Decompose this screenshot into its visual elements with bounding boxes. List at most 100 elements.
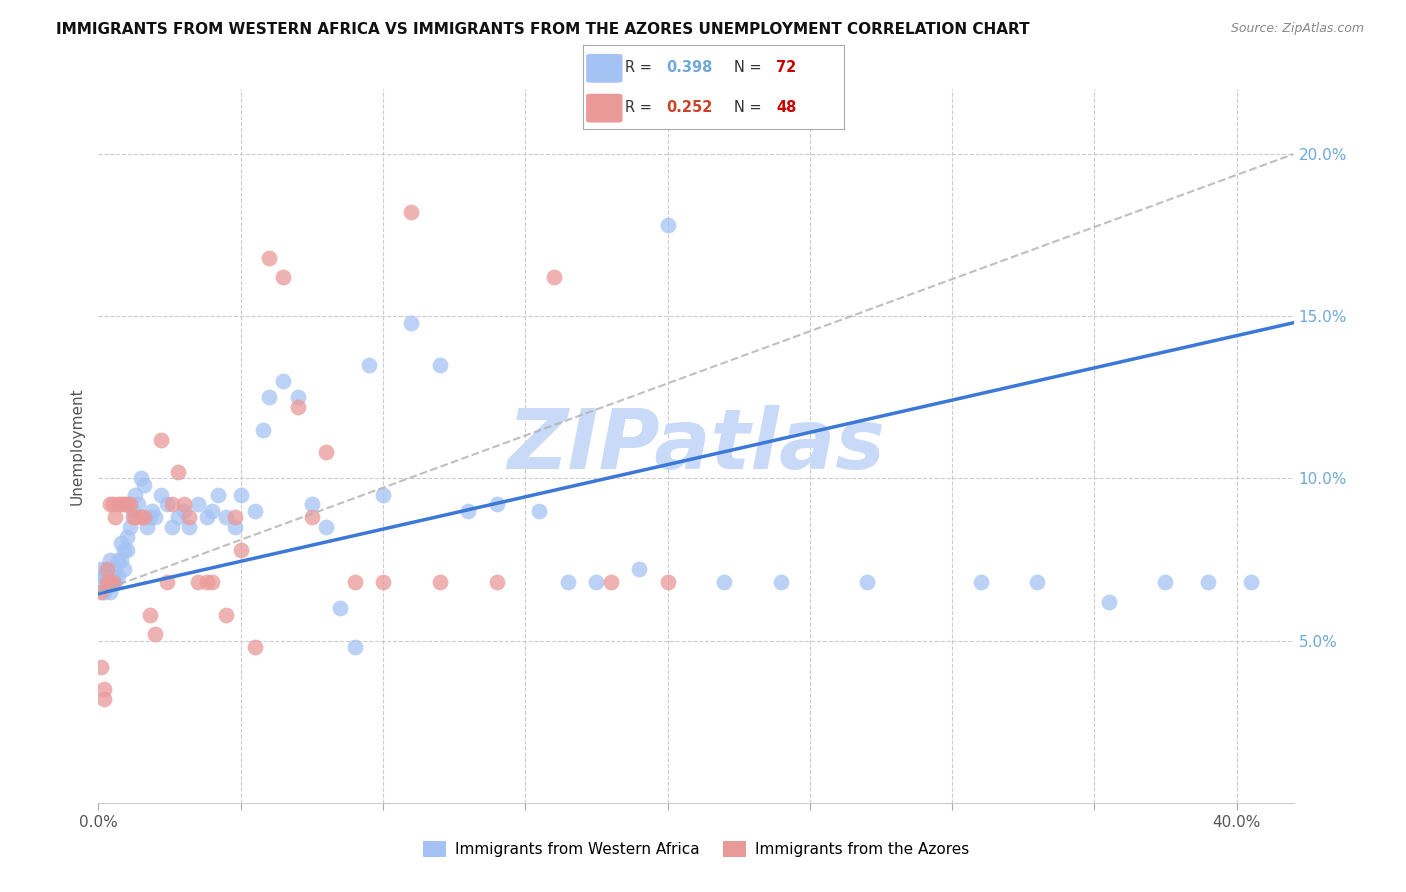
Point — [969, 575, 991, 590]
Point — [167, 510, 190, 524]
Point — [107, 497, 129, 511]
Point — [132, 478, 155, 492]
Point — [343, 575, 366, 590]
Point — [429, 358, 451, 372]
Point — [329, 601, 352, 615]
Point — [162, 520, 184, 534]
Point — [96, 562, 118, 576]
Point — [371, 575, 394, 590]
Point — [585, 575, 607, 590]
Point — [1026, 575, 1049, 590]
Point — [93, 585, 115, 599]
Point — [110, 497, 132, 511]
Point — [96, 575, 118, 590]
Point — [150, 488, 173, 502]
Point — [429, 575, 451, 590]
Point — [770, 575, 793, 590]
Point — [357, 358, 380, 372]
Point — [96, 562, 118, 576]
Point — [543, 270, 565, 285]
Point — [101, 575, 124, 590]
Point — [135, 520, 157, 534]
Point — [301, 510, 323, 524]
Point — [104, 562, 127, 576]
Point — [401, 316, 423, 330]
Point — [112, 542, 135, 557]
Point — [273, 270, 295, 285]
Point — [141, 504, 163, 518]
Point — [401, 205, 423, 219]
Point — [110, 536, 132, 550]
Legend: Immigrants from Western Africa, Immigrants from the Azores: Immigrants from Western Africa, Immigran… — [418, 835, 974, 863]
Point — [167, 465, 190, 479]
Point — [104, 510, 127, 524]
Text: 0.252: 0.252 — [666, 100, 713, 115]
Point — [138, 607, 160, 622]
Point — [112, 497, 135, 511]
Point — [287, 400, 309, 414]
Point — [118, 497, 141, 511]
Text: Source: ZipAtlas.com: Source: ZipAtlas.com — [1230, 22, 1364, 36]
Point — [115, 542, 138, 557]
Point — [104, 575, 127, 590]
Point — [457, 504, 479, 518]
Point — [121, 504, 143, 518]
Point — [315, 445, 337, 459]
Text: 0.398: 0.398 — [666, 61, 713, 76]
Point — [657, 575, 679, 590]
Point — [628, 562, 651, 576]
Point — [98, 552, 121, 566]
Point — [257, 251, 280, 265]
Point — [215, 510, 238, 524]
Point — [243, 640, 266, 654]
Point — [93, 568, 115, 582]
Text: N =: N = — [734, 61, 766, 76]
Point — [599, 575, 621, 590]
FancyBboxPatch shape — [586, 94, 623, 122]
Point — [315, 520, 337, 534]
Point — [101, 497, 124, 511]
Point — [179, 510, 201, 524]
Point — [187, 497, 209, 511]
Point — [224, 510, 246, 524]
Point — [93, 682, 115, 697]
Point — [127, 497, 149, 511]
Point — [121, 510, 143, 524]
Point — [173, 497, 195, 511]
Text: R =: R = — [626, 61, 657, 76]
Point — [713, 575, 735, 590]
Point — [187, 575, 209, 590]
Point — [101, 575, 124, 590]
Point — [115, 497, 138, 511]
Point — [98, 575, 121, 590]
Point — [156, 575, 179, 590]
Point — [90, 562, 112, 576]
Text: 48: 48 — [776, 100, 796, 115]
Point — [98, 585, 121, 599]
Point — [252, 423, 274, 437]
Text: IMMIGRANTS FROM WESTERN AFRICA VS IMMIGRANTS FROM THE AZORES UNEMPLOYMENT CORREL: IMMIGRANTS FROM WESTERN AFRICA VS IMMIGR… — [56, 22, 1029, 37]
Point — [207, 488, 229, 502]
Point — [224, 520, 246, 534]
Point — [229, 488, 252, 502]
Point — [115, 530, 138, 544]
Text: 72: 72 — [776, 61, 796, 76]
Point — [855, 575, 877, 590]
Point — [138, 510, 160, 524]
Point — [657, 219, 679, 233]
Text: ZIPatlas: ZIPatlas — [508, 406, 884, 486]
Point — [1097, 595, 1119, 609]
Point — [273, 374, 295, 388]
Point — [150, 433, 173, 447]
FancyBboxPatch shape — [586, 54, 623, 83]
Point — [112, 562, 135, 576]
Point — [1197, 575, 1219, 590]
Point — [129, 510, 152, 524]
Point — [96, 575, 118, 590]
Point — [179, 520, 201, 534]
Point — [124, 510, 146, 524]
Point — [124, 488, 146, 502]
Point — [343, 640, 366, 654]
Point — [215, 607, 238, 622]
Point — [107, 568, 129, 582]
